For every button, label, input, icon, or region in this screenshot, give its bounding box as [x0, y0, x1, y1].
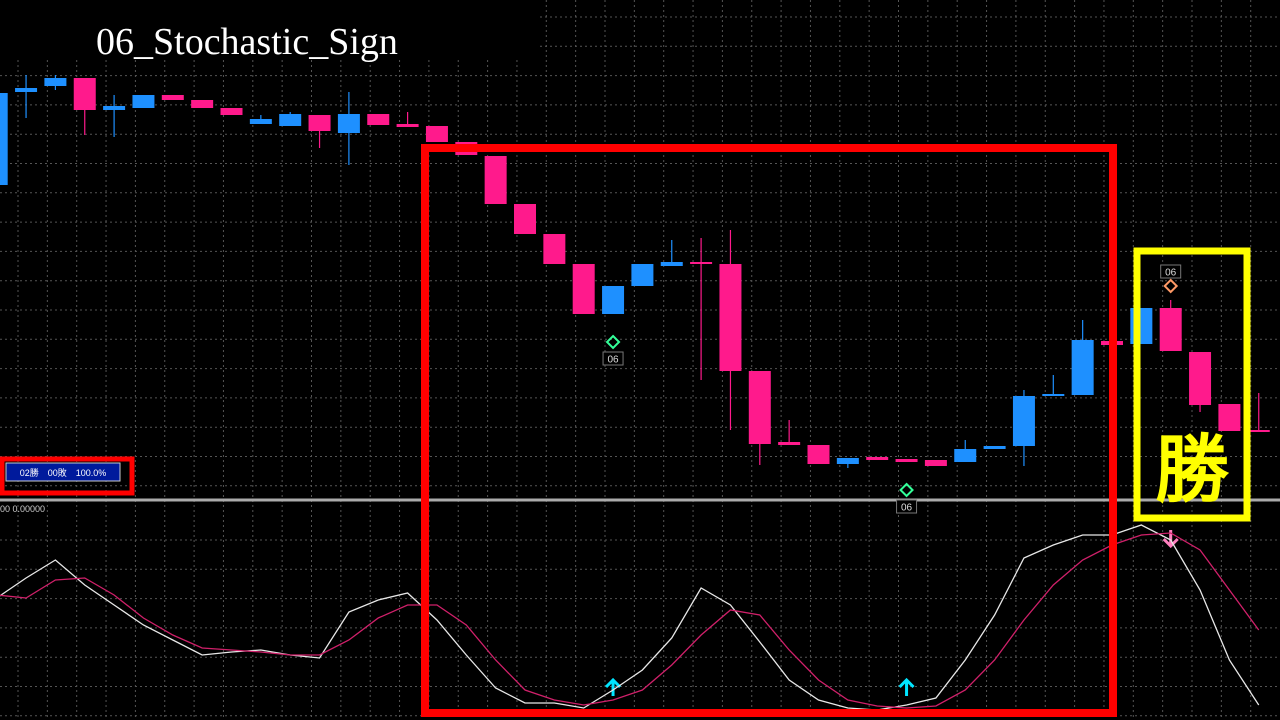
signal-marker [899, 482, 914, 498]
plot: 06 06 06 [0, 75, 1270, 711]
candle-body [1189, 352, 1212, 405]
candle-body [1042, 394, 1065, 396]
candle-body [807, 445, 830, 464]
candle-body [484, 156, 507, 204]
candle-body [719, 264, 742, 371]
candle-body [954, 449, 977, 462]
candle-body [15, 88, 38, 92]
signal-arrow [898, 677, 915, 696]
candle-body [514, 204, 536, 234]
candle-body [44, 78, 67, 86]
candle-body [308, 115, 331, 131]
candle-body [895, 459, 918, 462]
candle-body [1071, 340, 1094, 395]
candle-body [337, 114, 360, 133]
candle-body [0, 93, 8, 185]
candle-body [161, 95, 184, 100]
candle-body [191, 100, 214, 108]
candle-body [572, 264, 595, 314]
candle-body [1247, 430, 1270, 432]
candle-body [543, 234, 566, 264]
candle-body [279, 114, 302, 126]
candle-body [1218, 404, 1241, 431]
signal-label: 06 [1165, 268, 1177, 279]
stats-box [5, 462, 121, 482]
candle-body [425, 126, 448, 142]
indicator-label: 00 0.00000 [0, 504, 45, 514]
signal-label-box [1160, 264, 1182, 279]
result-label: 勝 [1155, 427, 1230, 513]
candle-body [660, 262, 683, 266]
candle-body [924, 460, 947, 466]
stochastic-line [0, 524, 1260, 711]
candle-body [836, 458, 859, 464]
candle-body [690, 262, 713, 264]
candle-body [249, 119, 272, 124]
candle-body [73, 78, 96, 110]
signal-label: 06 [901, 503, 913, 514]
candle-body [396, 124, 419, 127]
signal-arrow [604, 677, 622, 696]
signal-label-box [896, 499, 918, 514]
result-box [1133, 247, 1251, 522]
candle-body [220, 108, 243, 115]
candle-body [1159, 308, 1182, 351]
candle-body [367, 114, 390, 125]
candle-body [748, 371, 771, 444]
candle-body [866, 457, 889, 460]
candle-body [602, 286, 625, 314]
candle-body [778, 442, 801, 445]
title: 06_Stochastic_Sign [96, 21, 398, 63]
signal-label: 06 [607, 355, 619, 366]
highlight-box [0, 456, 135, 496]
highlight-box [421, 144, 1117, 717]
signal-label-box [602, 351, 624, 366]
title-backdrop [0, 0, 540, 60]
candle-body [631, 264, 654, 286]
stochastic-line [0, 532, 1260, 709]
stats-text: 02勝 00敗 100.0% [20, 467, 107, 478]
candle-body [983, 446, 1006, 449]
candle-body [132, 95, 155, 108]
candle-body [1012, 396, 1035, 446]
candle-body [103, 106, 126, 110]
signal-marker [1163, 278, 1179, 294]
signal-marker [605, 334, 621, 350]
